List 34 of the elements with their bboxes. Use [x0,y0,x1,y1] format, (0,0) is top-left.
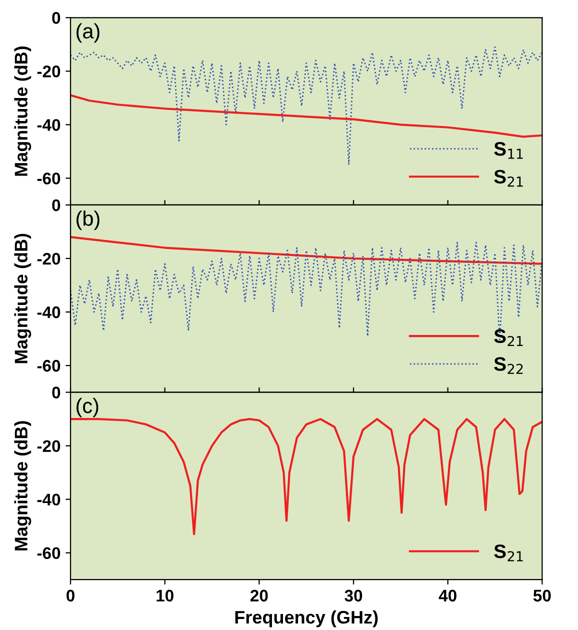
x-tick-label: 50 [533,590,551,602]
y-tick-label: -60 [37,172,60,184]
x-tick-label: 10 [156,590,174,602]
legend-label: S$_{21}$ [494,329,523,346]
y-tick-label: -60 [37,547,60,560]
line-series [70,46,542,166]
line-series [70,94,542,138]
y-tick-label: -40 [37,306,60,318]
annotation: (c) [76,398,98,418]
y-tick-label: 0 [52,12,60,24]
x-tick-label: 30 [344,590,362,602]
legend-label: S$_{21}$ [494,170,523,187]
y-tick-label: -60 [37,360,60,372]
y-axis-title: Magnitude (dB) [14,234,32,364]
x-tick-label: 0 [66,590,74,602]
y-tick-label: -20 [37,440,60,452]
annotation: (a) [76,23,100,43]
x-tick-label: 20 [250,590,268,602]
y-axis-title: Magnitude (dB) [14,421,32,550]
y-tick-label: 0 [52,199,60,212]
line-series [70,236,542,265]
y-tick-label: -20 [37,66,60,78]
legend-label: S$_{21}$ [494,544,523,562]
x-tick-label: 40 [438,590,456,602]
line-series [70,418,542,536]
legend-label: S$_{11}$ [494,142,523,159]
annotation: (b) [76,210,100,230]
x-axis-title: Frequency (GHz) [235,610,378,628]
y-tick-label: -40 [37,119,60,131]
legend-label: S$_{22}$ [494,357,523,374]
y-tick-label: -20 [37,252,60,265]
y-tick-label: -40 [37,494,60,506]
y-tick-label: 0 [52,386,60,398]
y-axis-title: Magnitude (dB) [14,46,32,176]
